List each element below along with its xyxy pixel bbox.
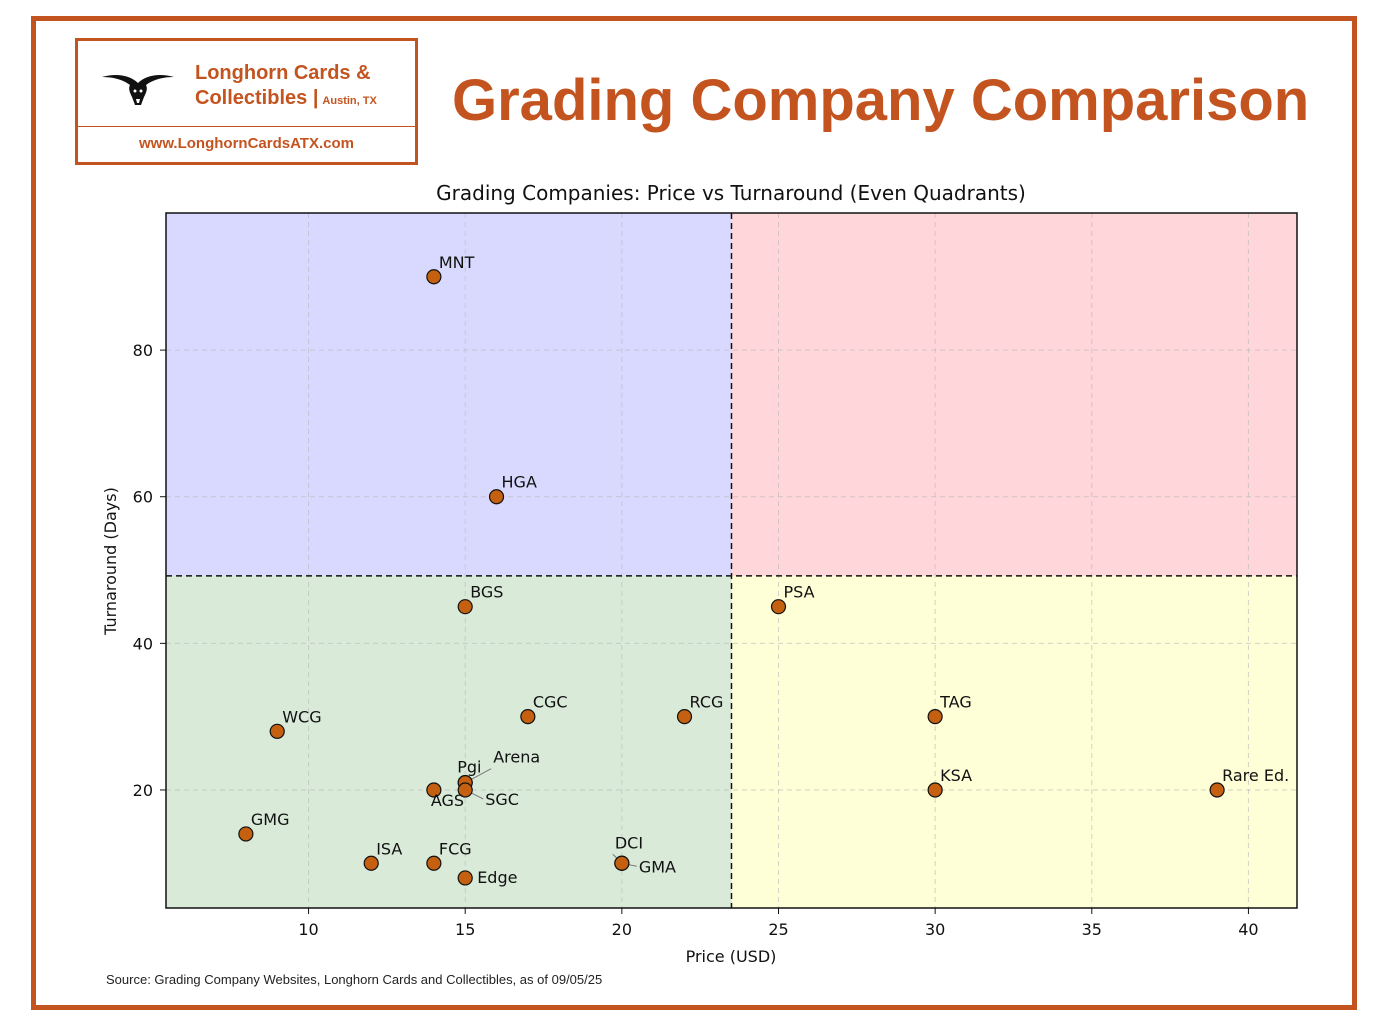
quadrant-top-left — [166, 213, 732, 576]
data-point — [238, 826, 254, 842]
point-label: Pgi — [457, 758, 481, 777]
point-label: BGS — [470, 583, 503, 602]
data-point — [363, 855, 379, 871]
quadrant-bottom-left — [166, 575, 732, 908]
x-tick-label: 30 — [925, 920, 945, 939]
x-tick-label: 40 — [1238, 920, 1258, 939]
data-point — [488, 489, 505, 505]
data-point — [676, 709, 693, 725]
brand-url: www.LonghornCardsATX.com — [138, 135, 354, 152]
point-label: FCG — [439, 839, 472, 858]
longhorn-steer-icon — [102, 75, 174, 105]
data-point — [426, 269, 442, 285]
data-point — [927, 782, 943, 798]
data-point — [457, 870, 473, 886]
x-tick-label: 20 — [612, 920, 632, 939]
data-point — [457, 782, 473, 798]
y-tick-label: 40 — [133, 634, 153, 653]
point-label: CGC — [533, 693, 568, 712]
brand-city: Austin, TX — [322, 95, 377, 107]
data-point — [927, 709, 943, 725]
plot-frame — [165, 212, 1298, 909]
brand-name: Longhorn Cards & Collectibles | Austin, T… — [195, 61, 377, 114]
data-point — [457, 599, 473, 615]
quadrant-bottom-right — [731, 575, 1297, 908]
quadrant-top-right — [731, 213, 1297, 576]
point-label: PSA — [783, 583, 814, 602]
point-label: RCG — [690, 693, 724, 712]
point-label: Edge — [477, 868, 517, 887]
x-tick-label: 25 — [768, 920, 788, 939]
data-point — [1209, 782, 1225, 798]
x-tick-label: 15 — [455, 920, 475, 939]
brand-name-line2: Collectibles | — [195, 87, 319, 109]
page-headline: Grading Company Comparison — [452, 68, 1310, 133]
point-label: SGC — [485, 790, 519, 809]
chart-title: Grading Companies: Price vs Turnaround (… — [436, 181, 1026, 205]
point-label: KSA — [940, 766, 972, 785]
point-label: Arena — [493, 748, 540, 767]
point-label: Rare Ed. — [1222, 766, 1289, 785]
y-tick-label: 60 — [133, 488, 153, 507]
data-point — [614, 855, 630, 871]
data-point — [426, 782, 442, 798]
point-label: WCG — [282, 707, 321, 726]
x-tick-label: 10 — [298, 920, 318, 939]
y-tick-label: 20 — [133, 781, 153, 800]
point-label: HGA — [502, 473, 537, 492]
y-tick-label: 80 — [133, 341, 153, 360]
point-label: DCI — [615, 833, 643, 852]
point-label: GMA — [639, 857, 676, 876]
data-point — [426, 855, 442, 871]
point-label: GMG — [251, 810, 290, 829]
y-axis-label: Turnaround (Days) — [101, 487, 120, 636]
data-point — [520, 709, 536, 725]
source-note: Source: Grading Company Websites, Longho… — [106, 972, 603, 987]
x-tick-label: 35 — [1082, 920, 1102, 939]
data-point — [269, 723, 285, 739]
point-label: AGS — [431, 791, 464, 810]
point-label: MNT — [439, 253, 475, 272]
logo-divider — [78, 126, 415, 127]
point-label: TAG — [939, 693, 972, 712]
brand-logo: Longhorn Cards & Collectibles | Austin, T… — [75, 38, 418, 165]
data-point — [770, 599, 787, 615]
brand-name-line1: Longhorn Cards & — [195, 62, 371, 84]
x-axis-label: Price (USD) — [686, 947, 777, 966]
point-label: ISA — [376, 839, 402, 858]
